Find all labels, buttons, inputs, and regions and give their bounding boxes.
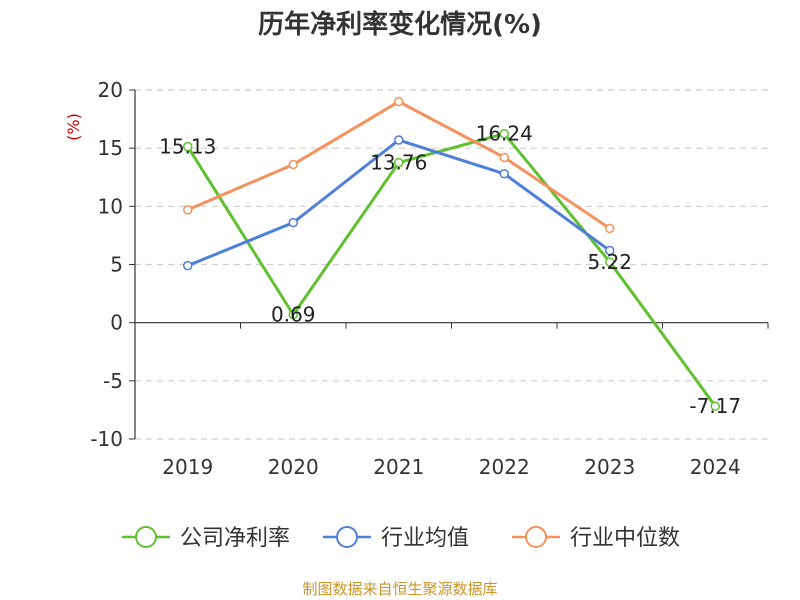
data-point [394,96,404,107]
data-label: 13.76 [370,151,427,175]
legend-marker [336,526,358,548]
data-point [288,159,298,170]
data-point [288,217,298,228]
y-tick-label: 5 [110,253,123,277]
data-label: 0.69 [271,303,316,327]
data-point [499,169,509,179]
axes: 20 15 10 5 0 -5 -10 2019 2020 2021 2022 2023 2024 [90,78,769,479]
data-point [394,135,404,145]
x-tick-label: 2020 [268,455,319,479]
x-tick-label: 2024 [690,455,741,479]
y-axis-label: (%) [64,113,83,141]
x-tick-label: 2023 [584,455,635,479]
data-label: 15.13 [159,135,216,159]
data-labels: 15.13 0.69 13.76 16.24 5.22 -7.17 [159,122,741,418]
data-point [288,309,298,320]
data-point [605,245,615,256]
x-tick-label: 2021 [373,455,424,479]
data-label: -7.17 [689,394,741,418]
y-tick-label: 15 [98,136,123,160]
data-point [605,223,615,234]
legend-label: 行业均值 [381,526,469,551]
y-tick-label: -10 [90,427,123,451]
series-lines [183,96,720,411]
data-point [499,152,509,163]
data-point [183,141,193,152]
x-tick-label: 2022 [479,455,530,479]
data-label: 16.24 [476,122,533,146]
data-point [183,260,193,271]
series-line [186,132,717,407]
source-note: 制图数据来自恒生聚源数据库 [302,580,498,598]
y-tick-label: 10 [98,194,123,218]
legend-label: 公司净利率 [180,526,290,551]
legend-marker [525,526,547,548]
legend-label: 行业中位数 [570,526,680,551]
y-tick-label: 20 [98,78,123,102]
data-point [394,157,404,168]
y-tick-label: 0 [110,311,123,335]
data-point [183,205,193,215]
y-tick-label: -5 [103,369,123,393]
data-label: 5.22 [587,250,632,274]
legend-marker [135,526,157,548]
data-point [499,128,509,139]
chart-title: 历年净利率变化情况(%) [258,10,542,40]
data-point [605,257,615,267]
legend: 公司净利率 行业均值 行业中位数 [122,526,680,551]
grid-lines [135,89,768,440]
x-tick-label: 2019 [162,455,213,479]
data-point [710,401,720,411]
